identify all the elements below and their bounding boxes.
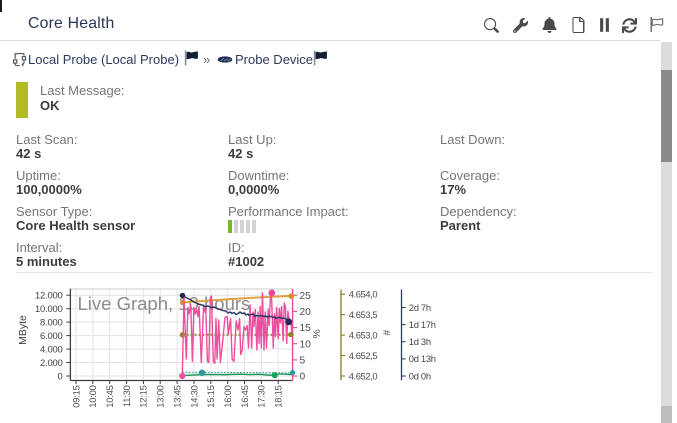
- svg-text:10:00: 10:00: [87, 385, 98, 407]
- svg-text:4.652,0: 4.652,0: [349, 370, 378, 381]
- svg-text:2d 7h: 2d 7h: [409, 302, 431, 313]
- svg-text:11:30: 11:30: [121, 385, 132, 407]
- svg-text:15:15: 15:15: [205, 385, 216, 407]
- svg-text:10: 10: [300, 339, 312, 350]
- svg-text:%: %: [311, 329, 323, 338]
- svg-text:14:30: 14:30: [188, 385, 199, 407]
- svg-text:4.654,0: 4.654,0: [349, 289, 378, 300]
- svg-text:18:15: 18:15: [273, 385, 284, 407]
- svg-text:13:00: 13:00: [155, 385, 166, 407]
- svg-text:10.000: 10.000: [35, 303, 62, 314]
- svg-text:09:15: 09:15: [70, 385, 81, 407]
- svg-text:6.000: 6.000: [40, 330, 62, 341]
- svg-text:16:45: 16:45: [239, 385, 250, 407]
- svg-text:13:45: 13:45: [171, 385, 182, 407]
- svg-text:15: 15: [300, 323, 312, 334]
- svg-text:#: #: [381, 330, 393, 336]
- svg-text:12.000: 12.000: [35, 290, 62, 301]
- svg-text:16:00: 16:00: [222, 385, 233, 407]
- svg-text:5: 5: [300, 356, 306, 367]
- svg-text:10:45: 10:45: [104, 385, 115, 407]
- svg-text:12:15: 12:15: [138, 385, 149, 407]
- svg-text:17:30: 17:30: [256, 385, 267, 407]
- svg-text:1d 17h: 1d 17h: [409, 319, 436, 330]
- svg-text:MByte: MByte: [17, 315, 29, 345]
- svg-text:0: 0: [57, 370, 62, 381]
- svg-text:4.653,5: 4.653,5: [349, 309, 378, 320]
- svg-text:0d 13h: 0d 13h: [409, 353, 436, 364]
- svg-text:8.000: 8.000: [40, 316, 62, 327]
- svg-text:0d 0h: 0d 0h: [409, 370, 431, 381]
- svg-text:1d 3h: 1d 3h: [409, 336, 431, 347]
- svg-text:0: 0: [300, 372, 306, 383]
- svg-text:20: 20: [300, 307, 312, 318]
- svg-text:4.652,5: 4.652,5: [349, 350, 378, 361]
- svg-text:4.000: 4.000: [40, 343, 62, 354]
- svg-text:4.653,0: 4.653,0: [349, 329, 378, 340]
- svg-text:Live Graph, 10 hours: Live Graph, 10 hours: [78, 293, 251, 314]
- svg-text:2.000: 2.000: [40, 357, 62, 368]
- svg-text:25: 25: [300, 291, 312, 302]
